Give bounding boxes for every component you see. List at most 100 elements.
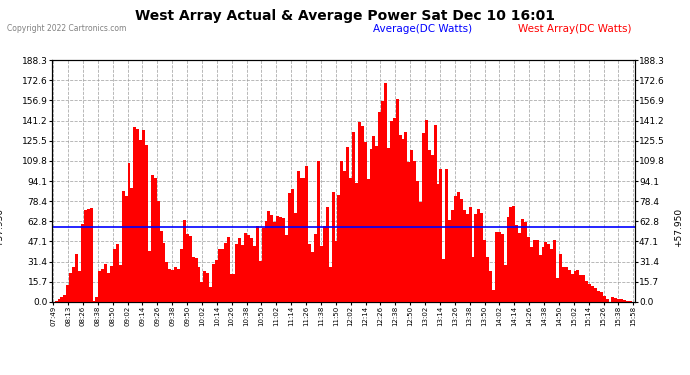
- Bar: [250, 238, 253, 302]
- Bar: [390, 122, 393, 302]
- Bar: [230, 274, 233, 302]
- Bar: [209, 286, 212, 302]
- Bar: [407, 162, 411, 302]
- Bar: [437, 184, 440, 302]
- Bar: [533, 240, 535, 302]
- Bar: [442, 259, 445, 302]
- Bar: [344, 171, 346, 302]
- Bar: [104, 264, 107, 302]
- Bar: [157, 201, 159, 302]
- Text: Copyright 2022 Cartronics.com: Copyright 2022 Cartronics.com: [7, 24, 126, 33]
- Bar: [497, 232, 501, 302]
- Bar: [568, 270, 571, 302]
- Bar: [384, 83, 387, 302]
- Bar: [355, 183, 358, 302]
- Bar: [620, 299, 623, 302]
- Bar: [402, 139, 404, 302]
- Bar: [501, 234, 504, 302]
- Bar: [83, 210, 87, 302]
- Bar: [448, 220, 451, 302]
- Bar: [469, 207, 471, 302]
- Bar: [335, 241, 337, 302]
- Bar: [238, 238, 242, 302]
- Bar: [66, 285, 69, 302]
- Bar: [107, 273, 110, 302]
- Bar: [128, 164, 130, 302]
- Bar: [177, 269, 180, 302]
- Bar: [381, 101, 384, 302]
- Bar: [326, 207, 328, 302]
- Bar: [63, 295, 66, 302]
- Bar: [370, 150, 373, 302]
- Bar: [186, 234, 189, 302]
- Bar: [611, 297, 614, 302]
- Bar: [527, 237, 530, 302]
- Bar: [256, 226, 259, 302]
- Bar: [101, 268, 104, 302]
- Bar: [358, 122, 361, 302]
- Bar: [518, 233, 521, 302]
- Bar: [78, 271, 81, 302]
- Bar: [221, 249, 224, 302]
- Text: West Array Actual & Average Power Sat Dec 10 16:01: West Array Actual & Average Power Sat De…: [135, 9, 555, 23]
- Bar: [340, 160, 344, 302]
- Bar: [171, 270, 174, 302]
- Bar: [180, 249, 183, 302]
- Bar: [489, 271, 492, 302]
- Bar: [623, 300, 626, 302]
- Bar: [618, 298, 620, 302]
- Bar: [61, 297, 63, 302]
- Bar: [247, 234, 250, 302]
- Bar: [535, 240, 539, 302]
- Bar: [299, 178, 302, 302]
- Bar: [411, 150, 413, 302]
- Bar: [364, 142, 366, 302]
- Bar: [483, 240, 486, 302]
- Bar: [99, 271, 101, 302]
- Bar: [116, 244, 119, 302]
- Bar: [422, 133, 425, 302]
- Bar: [226, 237, 230, 302]
- Bar: [416, 182, 419, 302]
- Bar: [565, 267, 568, 302]
- Bar: [413, 161, 416, 302]
- Bar: [121, 191, 125, 302]
- Bar: [539, 255, 542, 302]
- Bar: [139, 140, 142, 302]
- Bar: [451, 210, 454, 302]
- Bar: [585, 281, 588, 302]
- Bar: [302, 178, 306, 302]
- Bar: [145, 145, 148, 302]
- Bar: [571, 274, 573, 302]
- Bar: [311, 252, 314, 302]
- Bar: [559, 255, 562, 302]
- Bar: [133, 127, 137, 302]
- Bar: [550, 249, 553, 302]
- Bar: [547, 244, 550, 302]
- Bar: [306, 165, 308, 302]
- Bar: [428, 150, 431, 302]
- Bar: [137, 129, 139, 302]
- Bar: [297, 171, 299, 302]
- Bar: [425, 120, 428, 302]
- Bar: [582, 274, 585, 302]
- Bar: [323, 226, 326, 302]
- Bar: [279, 217, 282, 302]
- Bar: [288, 193, 290, 302]
- Bar: [259, 261, 262, 302]
- Bar: [588, 284, 591, 302]
- Bar: [504, 265, 506, 302]
- Bar: [235, 244, 238, 302]
- Bar: [396, 99, 399, 302]
- Bar: [431, 155, 433, 302]
- Bar: [328, 267, 332, 302]
- Bar: [241, 245, 244, 302]
- Bar: [591, 285, 594, 302]
- Bar: [475, 214, 477, 302]
- Bar: [629, 301, 632, 302]
- Bar: [513, 206, 515, 302]
- Bar: [606, 299, 609, 302]
- Bar: [562, 267, 565, 302]
- Bar: [404, 132, 407, 302]
- Bar: [544, 242, 547, 302]
